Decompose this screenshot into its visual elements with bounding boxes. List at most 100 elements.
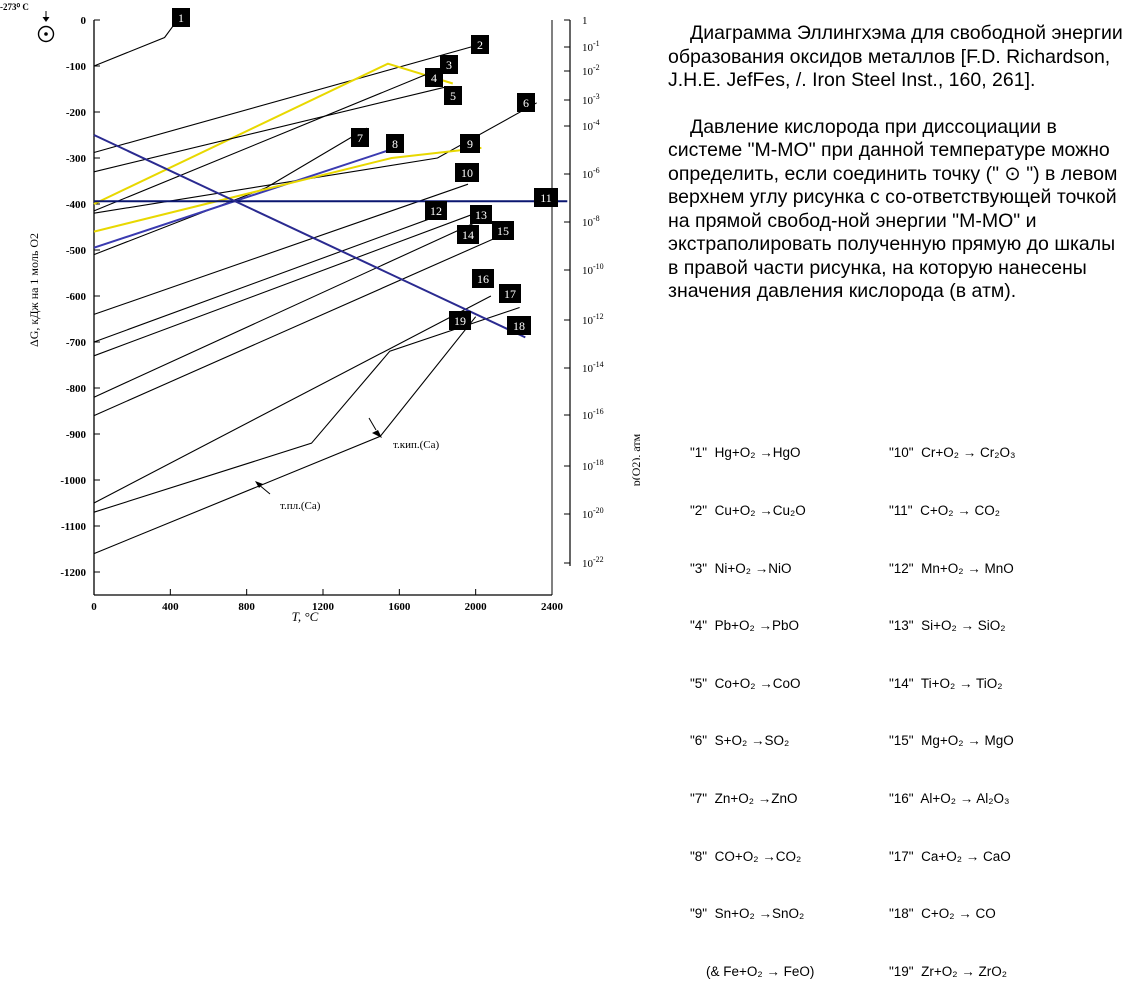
y-tick-label: -300: [66, 153, 87, 165]
boiling-arrow-icon: [372, 430, 382, 438]
origin-point-icon: [37, 25, 55, 43]
reaction-item: "8" CO+O₂ →CO₂: [690, 848, 802, 864]
series-label-text: 18: [513, 319, 525, 333]
series-line-10: [93, 183, 469, 315]
boiling-tick: [368, 417, 377, 431]
series-label-text: 3: [446, 58, 452, 72]
series-line-9: [93, 146, 482, 233]
y-tick-label: -100: [66, 61, 87, 73]
reaction-item: "6" S+O₂ →SO₂: [690, 733, 790, 749]
series-line-8: [93, 146, 398, 249]
reaction-item: "14" Ti+O₂ → TiO₂: [889, 675, 1003, 691]
po2-tick-label: 10-20: [582, 506, 604, 521]
series-label-text: 2: [477, 38, 483, 52]
reaction-item: "18" C+O₂ → CO: [889, 906, 996, 922]
series-line-7: [93, 127, 368, 256]
series-label-box: [455, 163, 479, 182]
series-label-text: 14: [462, 228, 474, 242]
reaction-item: "7" Zn+O₂ →ZnO: [690, 790, 798, 806]
reaction-item: "2" Cu+O₂ →Cu₂O: [690, 503, 806, 518]
po2-tick-label: 10-10: [582, 262, 604, 277]
po2-tick-label: 10-12: [582, 312, 604, 327]
reaction-item-extra: (& Fe+O₂ → FeO): [706, 963, 815, 979]
description-paragraph-1: Диаграмма Эллингхэма для свободной энерг…: [668, 22, 1123, 91]
po2-tick-label: 1: [582, 15, 588, 27]
series-line-6: [93, 102, 537, 214]
annotation-boiling-point: т.кип.(Ca): [393, 439, 439, 451]
y-tick-label: -700: [66, 337, 87, 349]
melting-arrow-icon: [255, 481, 263, 488]
series-line-1: [93, 24, 175, 67]
origin-temp-label: -273⁰ C: [0, 2, 29, 12]
series-line-12: [93, 212, 446, 343]
series-label-box: [351, 128, 369, 147]
reaction-item: "17" Ca+O₂ → CaO: [889, 848, 1011, 864]
series-label-box: [172, 8, 190, 27]
series-label-text: 5: [450, 89, 456, 103]
po2-tick-label: 10-1: [582, 39, 600, 54]
x-axis-title: T, °C: [292, 609, 319, 624]
x-tick-label: 800: [238, 601, 255, 613]
description: Диаграмма Эллингхэма для свободной энерг…: [668, 22, 1123, 304]
y-axis-title: ΔG, кДж на 1 моль O2: [27, 233, 41, 347]
series-label-text: 1: [178, 11, 184, 25]
series-label-text: 17: [504, 287, 516, 301]
po2-tick-label: 10-4: [582, 118, 600, 133]
reaction-item: "10" Cr+O₂ → Cr₂O₃: [889, 445, 1016, 461]
reaction-item: "1" Hg+O₂ →HgO: [690, 445, 801, 461]
series-label-text: 10: [461, 166, 473, 180]
series-label-box: [534, 188, 558, 207]
po2-tick-label: 10-16: [582, 407, 604, 422]
y-tick-label: -600: [66, 291, 87, 303]
series-label-text: 9: [467, 137, 473, 151]
po2-tick-label: 10-22: [582, 555, 604, 570]
annotation-melting-point: т.пл.(Ca): [280, 500, 321, 512]
y-tick-label: -400: [66, 199, 87, 211]
reaction-item: "16" Al+O₂ → Al₂O₃: [889, 790, 1010, 806]
series-line-13: [93, 212, 476, 357]
origin-arrowhead-icon: [42, 17, 50, 22]
x-tick-label: 1600: [388, 601, 411, 613]
series-line-4: [93, 67, 442, 212]
y-tick-label: -900: [66, 429, 87, 441]
series-label-box: [386, 134, 404, 153]
series-line-19: [93, 316, 477, 555]
y-tick-label: 0: [81, 15, 87, 27]
x-tick-label: 2000: [465, 601, 488, 613]
series-label-box: [499, 284, 521, 303]
series-label-text: 15: [497, 224, 509, 238]
series-label-box: [449, 311, 471, 330]
po2-axis-title: p(O2), атм: [629, 433, 640, 486]
series-label-text: 7: [357, 131, 363, 145]
y-tick-label: -1000: [60, 475, 86, 487]
x-tick-label: 2400: [541, 601, 564, 613]
series-label-box: [440, 55, 458, 74]
series-label-text: 12: [430, 204, 442, 218]
series-line-5: [93, 86, 448, 173]
po2-tick-label: 10-8: [582, 214, 600, 229]
description-paragraph-2: Давление кислорода при диссоциации в сис…: [668, 115, 1118, 303]
series-label-text: 19: [454, 314, 466, 328]
reaction-legend-right: "10" Cr+O₂ → Cr₂O₃ "11" C+O₂ → CO₂ "12" …: [889, 405, 1015, 1000]
series-label-box: [471, 35, 489, 54]
series-line-17: [93, 306, 520, 513]
series-label-box: [517, 93, 535, 112]
series-line-14: [93, 221, 476, 398]
reaction-item: "19" Zr+O₂ → ZrO₂: [889, 963, 1007, 979]
origin-point-dot: [44, 32, 48, 36]
x-tick-label: 1200: [312, 601, 335, 613]
series-line-15: [93, 231, 511, 417]
ellingham-chart: 0 -100 -200 -300 -400 -500 -600 -700 -800 -900 -10…: [0, 2, 640, 624]
series-label-text: 11: [540, 191, 552, 205]
po2-tick-label: 10-3: [582, 92, 600, 107]
reaction-item: "3" Ni+O₂ →NiO: [690, 560, 792, 576]
series-label-box: [507, 316, 531, 335]
po2-tick-label: 10-14: [582, 360, 604, 375]
x-tick-label: 400: [162, 601, 179, 613]
y-tick-label: -200: [66, 107, 87, 119]
series-label-text: 8: [392, 137, 398, 151]
series-label-box: [492, 221, 514, 240]
y-tick-label: -1100: [61, 521, 87, 533]
reaction-item: "15" Mg+O₂ → MgO: [889, 733, 1014, 749]
series-label-text: 6: [523, 96, 529, 110]
